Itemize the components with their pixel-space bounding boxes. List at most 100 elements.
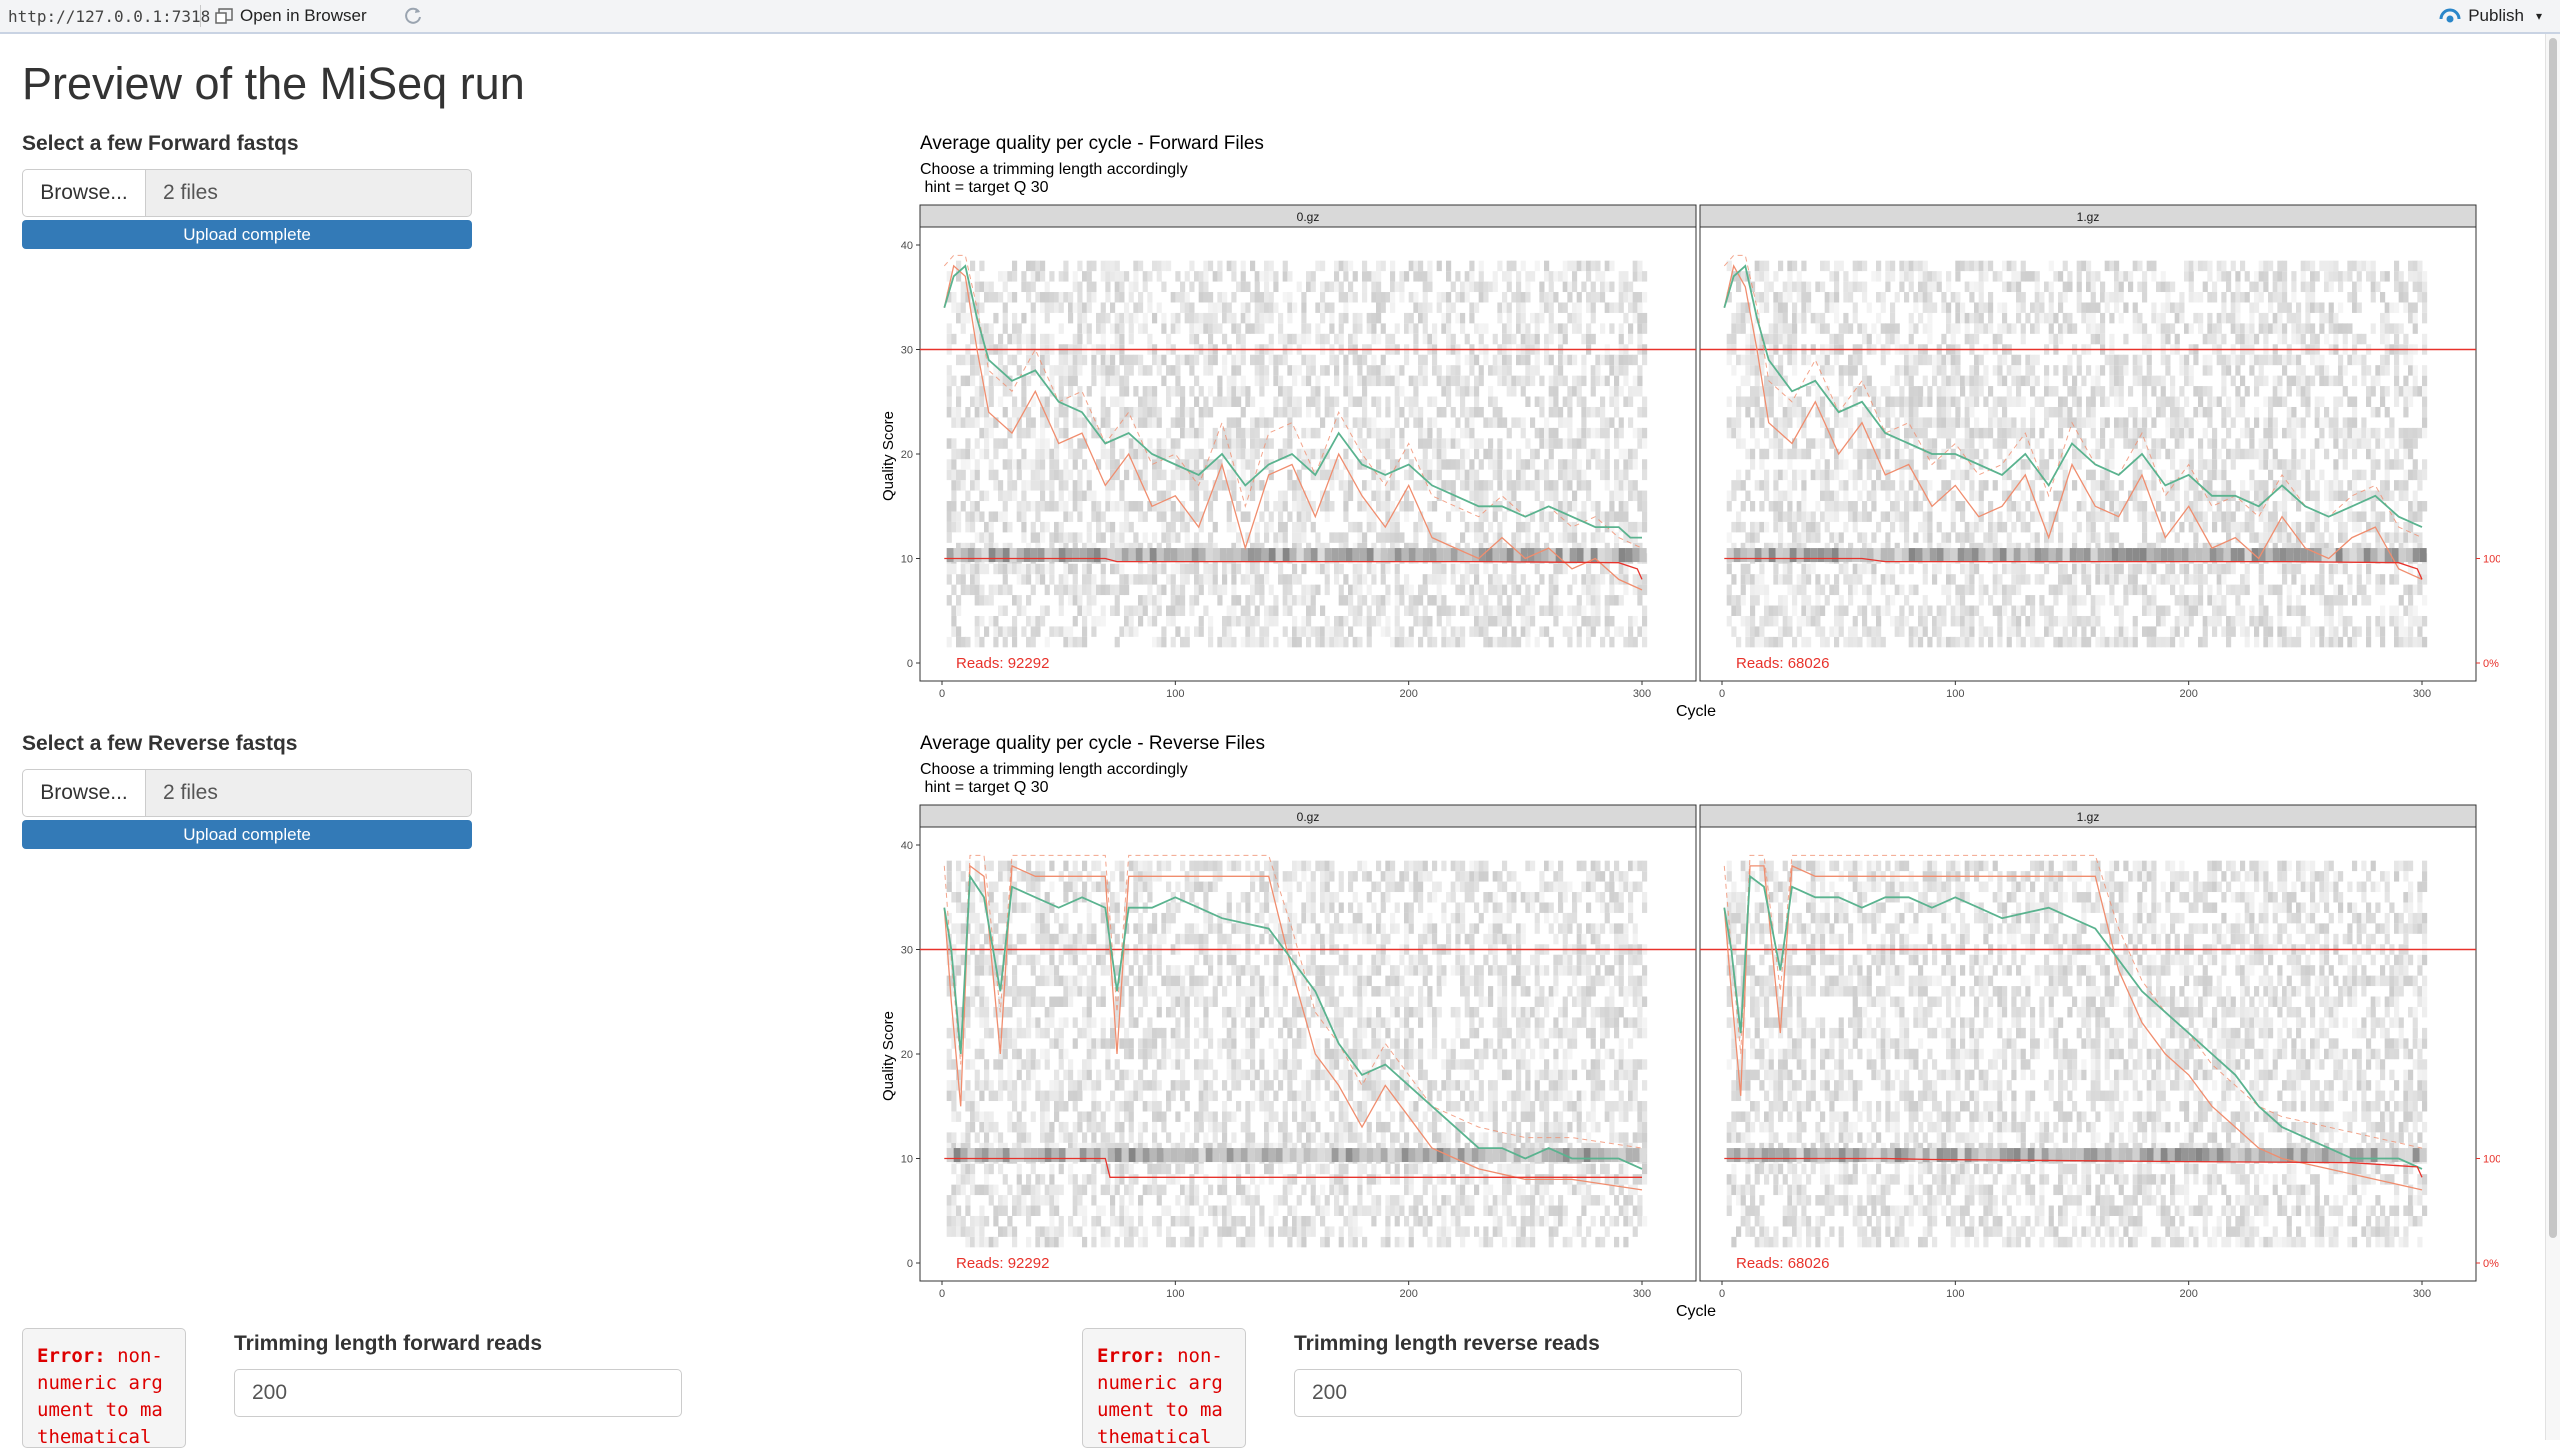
heatmap-cell [1479, 595, 1484, 605]
heatmap-cell [1969, 522, 1974, 532]
publish-icon [2438, 6, 2462, 26]
heatmap-cell [1474, 282, 1479, 292]
reverse-browse-button[interactable]: Browse... [22, 769, 146, 817]
scrollbar-thumb[interactable] [2549, 38, 2557, 1238]
heatmap-cell [1787, 616, 1792, 626]
heatmap-cell [1502, 334, 1507, 344]
heatmap-cell [2091, 323, 2096, 333]
heatmap-cell [2044, 313, 2049, 323]
heatmap-cell [1003, 626, 1008, 636]
heatmap-cell [1178, 548, 1185, 562]
heatmap-cell [1965, 397, 1970, 407]
heatmap-cell [1283, 292, 1288, 302]
heatmap-cell [1311, 449, 1316, 459]
heatmap-cell [1619, 428, 1624, 438]
heatmap-cell [1343, 491, 1348, 501]
heatmap-cell [1390, 428, 1395, 438]
heatmap-cell [1951, 417, 1956, 427]
forward-fastq-input[interactable]: Browse... 2 files [22, 169, 472, 217]
heatmap-cell [1087, 564, 1092, 574]
heatmap-cell [1913, 532, 1918, 542]
heatmap-cell [1465, 470, 1470, 480]
heatmap-cell [1227, 386, 1232, 396]
heatmap-cell [1474, 564, 1479, 574]
heatmap-cell [1539, 407, 1544, 417]
heatmap-cell [1820, 313, 1825, 323]
heatmap-cell [2039, 595, 2044, 605]
heatmap-cell [1348, 459, 1353, 469]
heatmap-cell [1213, 564, 1218, 574]
heatmap-cell [2049, 292, 2054, 302]
heatmap-cell [989, 470, 994, 480]
heatmap-cell [1147, 616, 1152, 626]
heatmap-cell [993, 313, 998, 323]
heatmap-cell [1619, 365, 1624, 375]
publish-button[interactable]: Publish ▾ [2438, 4, 2542, 28]
heatmap-cell [1493, 564, 1498, 574]
heatmap-cell [1993, 417, 1998, 427]
heatmap-cell [1082, 585, 1087, 595]
heatmap-cell [984, 564, 989, 574]
heatmap-cell [1180, 428, 1185, 438]
heatmap-cell [1166, 522, 1171, 532]
heatmap-cell [1446, 459, 1451, 469]
heatmap-cell [1483, 532, 1488, 542]
heatmap-cell [1876, 626, 1881, 636]
heatmap-cell [1539, 470, 1544, 480]
heatmap-cell [1399, 532, 1404, 542]
heatmap-cell [2007, 585, 2012, 595]
heatmap-cell [2058, 616, 2063, 626]
heatmap-cell [1376, 365, 1381, 375]
heatmap-cell [1301, 323, 1306, 333]
heatmap-cell [1217, 438, 1222, 448]
heatmap-cell [2119, 271, 2124, 281]
heatmap-cell [1301, 511, 1306, 521]
heatmap-cell [1423, 574, 1428, 584]
heatmap-cell [1152, 355, 1157, 365]
heatmap-cell [1231, 355, 1236, 365]
heatmap-cell [1161, 355, 1166, 365]
reverse-fastq-input[interactable]: Browse... 2 files [22, 769, 472, 817]
heatmap-cell [1960, 564, 1965, 574]
heatmap-cell [1558, 417, 1563, 427]
heatmap-cell [1222, 616, 1227, 626]
heatmap-cell [1923, 626, 1928, 636]
heatmap-cell [1250, 449, 1255, 459]
open-in-browser-button[interactable]: Open in Browser [214, 4, 367, 28]
heatmap-cell [979, 449, 984, 459]
heatmap-cell [1231, 522, 1236, 532]
heatmap-cell [1416, 548, 1423, 562]
heatmap-cell [1287, 585, 1292, 595]
heatmap-cell [1787, 522, 1792, 532]
heatmap-cell [1979, 386, 1984, 396]
heatmap-cell [1220, 548, 1227, 562]
heatmap-cell [1049, 459, 1054, 469]
heatmap-cell [1623, 459, 1628, 469]
heatmap-cell [1801, 574, 1806, 584]
heatmap-cell [1965, 470, 1970, 480]
heatmap-cell [1586, 302, 1591, 312]
heatmap-cell [1792, 511, 1797, 521]
viewer-url[interactable]: http://127.0.0.1:7318 [8, 7, 210, 26]
forward-browse-button[interactable]: Browse... [22, 169, 146, 217]
heatmap-cell [1885, 334, 1890, 344]
heatmap-cell [1563, 459, 1568, 469]
vertical-scrollbar[interactable] [2545, 34, 2560, 1440]
heatmap-cell [1960, 376, 1965, 386]
heatmap-cell [1904, 501, 1909, 511]
heatmap-cell [2039, 397, 2044, 407]
heatmap-cell [1586, 491, 1591, 501]
heatmap-cell [1965, 585, 1970, 595]
heatmap-cell [1269, 302, 1274, 312]
heatmap-cell [1068, 313, 1073, 323]
heatmap-cell [1287, 313, 1292, 323]
heatmap-cell [2086, 522, 2091, 532]
heatmap-cell [2109, 585, 2114, 595]
heatmap-cell [1283, 626, 1288, 636]
heatmap-cell [1843, 637, 1848, 647]
heatmap-cell [2100, 323, 2105, 333]
refresh-icon[interactable] [402, 4, 424, 26]
heatmap-cell [2081, 261, 2086, 271]
heatmap-cell [2100, 511, 2105, 521]
heatmap-cell [1927, 334, 1932, 344]
